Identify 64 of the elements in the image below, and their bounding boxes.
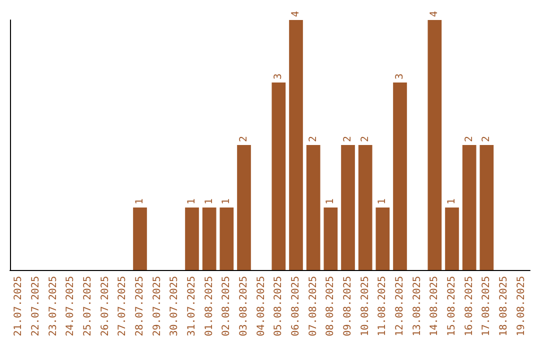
x-tick-label: 21.07.2025 [13, 276, 24, 336]
data-label: 1 [134, 198, 146, 204]
data-label: 2 [360, 136, 371, 142]
bar [237, 145, 251, 270]
bar [133, 208, 147, 270]
x-tick-label: 15.08.2025 [446, 276, 458, 336]
x-tick-label: 01.08.2025 [204, 276, 215, 336]
x-tick-label: 31.07.2025 [186, 276, 198, 336]
bar [306, 145, 320, 270]
bar [289, 20, 303, 270]
x-tick-label: 18.08.2025 [498, 276, 510, 336]
bar [445, 208, 459, 270]
x-tick-label: 19.08.2025 [516, 276, 527, 336]
x-tick-label: 30.07.2025 [169, 276, 180, 336]
x-tick-label: 23.07.2025 [48, 276, 59, 336]
x-tick-label: 29.07.2025 [152, 276, 163, 336]
data-label: 2 [342, 136, 354, 142]
bar [272, 82, 286, 270]
x-tick-label: 16.08.2025 [464, 276, 475, 336]
bar [428, 20, 442, 270]
x-tick-label: 06.08.2025 [290, 276, 302, 336]
x-tick-label: 12.08.2025 [394, 276, 406, 336]
bar [393, 82, 407, 270]
x-tick-label: 17.08.2025 [481, 276, 492, 336]
bar [341, 145, 355, 270]
data-label: 1 [446, 198, 458, 204]
bar [358, 145, 372, 270]
x-tick-label: 05.08.2025 [273, 276, 284, 336]
x-tick-label: 08.08.2025 [325, 276, 336, 336]
data-label: 1 [377, 198, 388, 204]
x-tick-label: 26.07.2025 [100, 276, 111, 336]
x-tick-label: 25.07.2025 [82, 276, 94, 336]
data-label: 4 [290, 10, 302, 17]
x-tick-label: 13.08.2025 [412, 276, 423, 336]
bar [185, 208, 199, 270]
x-tick-label: 03.08.2025 [238, 276, 250, 336]
data-label: 2 [481, 136, 492, 142]
data-label: 2 [464, 136, 475, 142]
data-label: 1 [325, 198, 336, 204]
data-label: 3 [273, 73, 284, 80]
data-label: 1 [221, 198, 232, 204]
bar [324, 208, 338, 270]
data-label: 1 [204, 198, 215, 204]
x-tick-label: 09.08.2025 [342, 276, 354, 336]
data-label: 1 [186, 198, 198, 204]
data-label: 3 [394, 73, 406, 80]
x-tick-label: 02.08.2025 [221, 276, 232, 336]
x-tick-label: 22.07.2025 [30, 276, 42, 336]
bar [480, 145, 494, 270]
x-tick-label: 10.08.2025 [360, 276, 371, 336]
x-tick-label: 04.08.2025 [256, 276, 267, 336]
x-tick-label: 07.08.2025 [308, 276, 319, 336]
bar [202, 208, 216, 270]
x-tick-label: 24.07.2025 [65, 276, 76, 336]
x-tick-label: 27.07.2025 [117, 276, 128, 336]
bar [220, 208, 234, 270]
x-tick-label: 14.08.2025 [429, 276, 440, 336]
x-tick-label: 28.07.2025 [134, 276, 146, 336]
bar [376, 208, 390, 270]
data-label: 4 [429, 10, 440, 17]
data-label: 2 [308, 136, 319, 142]
x-tick-label: 11.08.2025 [377, 276, 388, 336]
bar [462, 145, 476, 270]
data-label: 2 [238, 136, 250, 142]
